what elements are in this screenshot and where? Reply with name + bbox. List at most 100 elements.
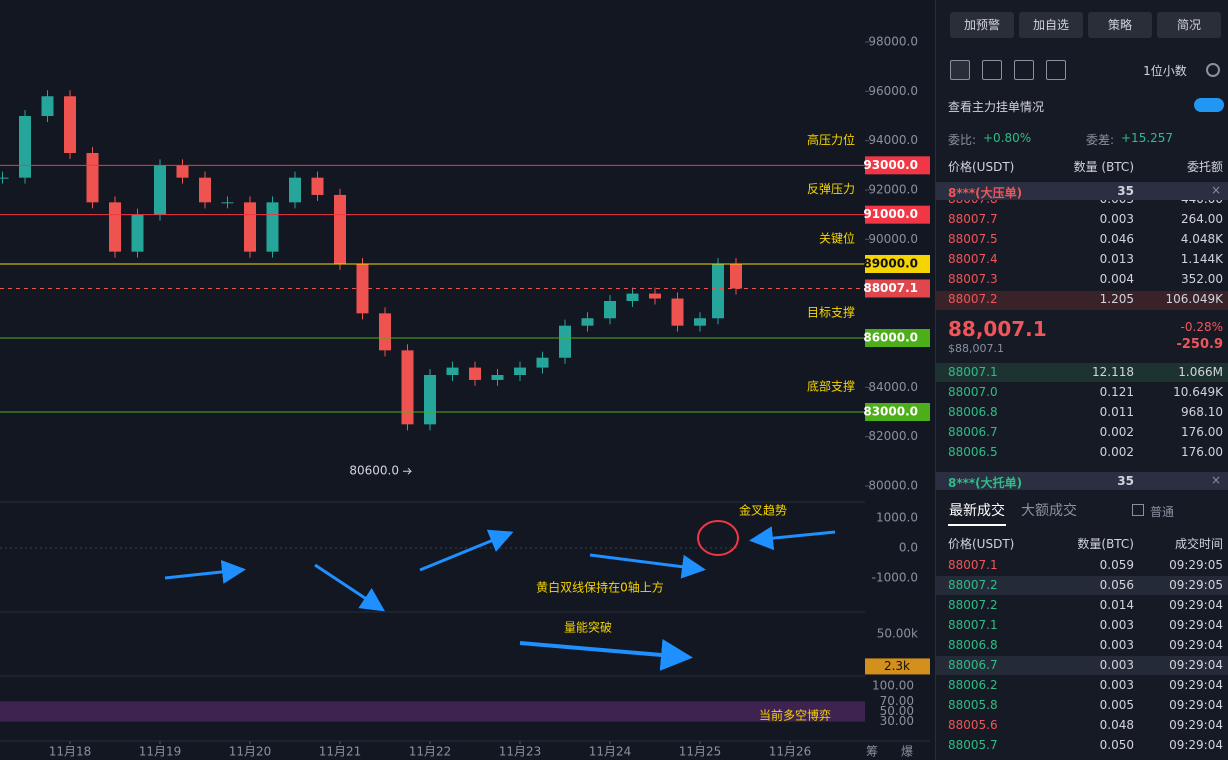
tab[interactable]: 最新成交	[948, 498, 1006, 526]
rsi-tick-label: 100.00	[872, 679, 914, 693]
checkbox	[1132, 504, 1144, 516]
level-name: 关键位	[819, 231, 855, 246]
button[interactable]: 简况	[1157, 12, 1221, 38]
close-icon: ×	[1210, 183, 1221, 197]
mid-pct: -0.28%	[1180, 320, 1223, 334]
trade-header: 数量(BTC)	[1077, 537, 1134, 551]
candle	[86, 153, 99, 203]
rsi-tick-label: 70.00	[880, 694, 914, 708]
trade-price: 88007.1	[948, 558, 998, 572]
trade-qty: 0.059	[1099, 558, 1134, 572]
ask-row: 0.013	[1099, 252, 1134, 266]
candle	[19, 116, 31, 178]
candle	[469, 367, 481, 380]
ask-row: 88007.5	[948, 232, 998, 246]
ask-row: 106.049K	[1165, 292, 1224, 306]
trade-price: 88007.2	[948, 598, 998, 612]
candle	[334, 194, 346, 264]
annotation: 量能突破	[564, 620, 612, 635]
order-panel: 加预警 加自选 策略 简况 1位小数 查看主力挂单情况 委比: +0.80% 委差: +15.25…	[935, 0, 1228, 760]
trade-time: 09:29:05	[1169, 578, 1223, 592]
x-tick-label: 11月18	[49, 745, 92, 759]
ratio-label: 委比:	[948, 133, 977, 147]
trade-time: 09:29:04	[1169, 598, 1223, 612]
candle	[311, 177, 324, 195]
candle	[536, 357, 549, 368]
level-badge	[865, 156, 930, 175]
big-ask-bg	[936, 182, 1228, 200]
x-tick-label: 11月20	[229, 745, 272, 759]
x-tick-label: 11月23	[499, 745, 542, 759]
button[interactable]: 策略	[1088, 12, 1152, 38]
trade-price: 88006.2	[948, 678, 998, 692]
ask-row: 0.003	[1099, 212, 1134, 226]
bid-row: 968.10	[1181, 405, 1223, 419]
trade-time: 09:29:04	[1169, 718, 1223, 732]
bid-row: 12.118	[1092, 365, 1134, 379]
bid-row: 88006.5	[948, 445, 998, 459]
candle	[176, 165, 189, 178]
volume-badge	[865, 658, 930, 675]
level-label: 89000.0	[863, 257, 918, 271]
chart-bg	[0, 0, 930, 760]
button[interactable]: 加自选	[1019, 12, 1083, 38]
ask-row: 88007.4	[948, 252, 998, 266]
trade-time: 09:29:04	[1169, 618, 1223, 632]
view-icon	[1046, 60, 1066, 80]
x-tick-label: 11月21	[319, 745, 362, 759]
x-tick-label: 11月25	[679, 745, 722, 759]
volume-current: 2.3k	[884, 659, 910, 673]
bid-row: 10.649K	[1173, 385, 1223, 399]
arrow	[589, 553, 706, 579]
bid-row: 0.011	[1099, 405, 1134, 419]
annotation: 当前多空博弈	[759, 708, 831, 723]
x-tick-label: 11月26	[769, 745, 812, 759]
candle	[559, 325, 571, 358]
level-badge	[865, 255, 930, 273]
view-icon	[950, 60, 970, 80]
highlight-circle	[697, 520, 739, 556]
level-badge	[865, 205, 930, 224]
candle	[221, 202, 234, 204]
x-tick-label: 11月19	[139, 745, 182, 759]
toggle[interactable]	[1194, 98, 1224, 112]
big-ask-qty: 35	[1117, 184, 1134, 198]
bid-row: 88007.1	[948, 365, 998, 379]
level-badge	[865, 403, 930, 421]
trade-price: 88006.7	[948, 658, 998, 672]
volume-tick-label: 50.00k	[877, 627, 918, 641]
diff-value: +15.257	[1121, 131, 1174, 145]
close-icon: ×	[1210, 473, 1221, 487]
trade-header: 价格(USDT)	[948, 537, 1015, 551]
big-bid-bg	[936, 472, 1228, 490]
candle	[446, 367, 459, 375]
candle	[109, 202, 121, 252]
candle	[694, 318, 706, 326]
candle	[649, 293, 661, 299]
macd-tick-label: -1000.0	[872, 571, 918, 585]
decimal-select[interactable]: 1位小数	[1143, 64, 1187, 78]
candle	[154, 165, 166, 215]
footer-label: 爆	[901, 745, 913, 759]
ask-row: 4.048K	[1180, 232, 1223, 246]
candle	[41, 96, 54, 116]
filter-label: 普通	[1150, 505, 1175, 519]
candle	[266, 202, 279, 252]
y-tick-label: 82000.0	[868, 429, 918, 443]
tab[interactable]: 大额成交	[1021, 503, 1077, 519]
ask-row: 264.00	[1181, 212, 1223, 226]
last-price-badge	[865, 279, 930, 298]
macd-tick-label: 0.0	[899, 541, 918, 555]
level-label: 93000.0	[863, 158, 918, 172]
candle	[491, 375, 504, 380]
level-name: 反弹压力	[807, 182, 855, 196]
arrow	[519, 639, 693, 671]
button[interactable]: 加预警	[950, 12, 1014, 38]
book-header: 数量 (BTC)	[1073, 160, 1134, 174]
trade-time: 09:29:04	[1169, 658, 1223, 672]
rsi-band	[0, 701, 865, 722]
ask-row: 1.144K	[1180, 252, 1223, 266]
trade-qty: 0.050	[1099, 738, 1134, 752]
trade-header: 成交时间	[1174, 537, 1223, 551]
ask-row: 352.00	[1181, 272, 1223, 286]
